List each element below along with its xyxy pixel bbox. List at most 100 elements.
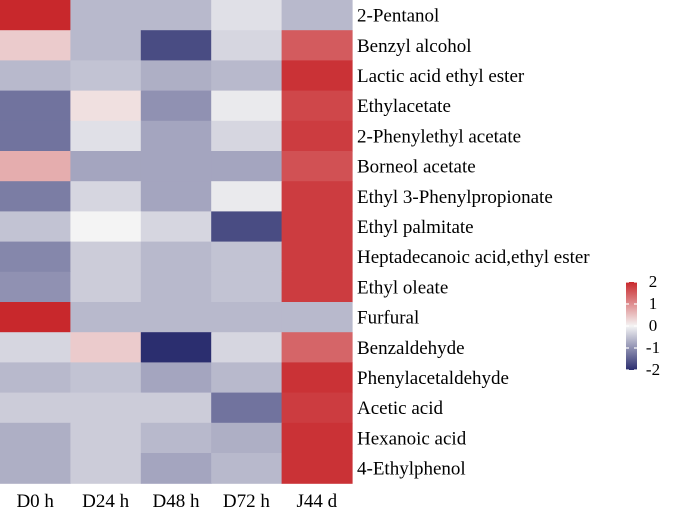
heatmap-cell-hexanoic-acid-d24-h	[70, 422, 142, 454]
heatmap-cell-acetic-acid-d48-h	[140, 392, 212, 424]
heatmap-cell-ethyl-3-phenylpropionate-j44-d	[281, 181, 353, 212]
row-label: Benzyl alcohol	[357, 36, 472, 57]
heatmap-cell-4-ethylphenol-d0-h	[0, 453, 71, 484]
heatmap-cell-2-phenylethyl-acetate-d0-h	[0, 120, 71, 152]
heatmap-cell-ethylacetate-d24-h	[70, 90, 142, 122]
row-label: Borneol acetate	[357, 157, 476, 178]
heatmap-cell-ethylacetate-d0-h	[0, 90, 71, 122]
heatmap-cell-2-phenylethyl-acetate-d72-h	[211, 120, 283, 152]
heatmap-cell-benzyl-alcohol-d72-h	[211, 30, 283, 61]
heatmap-cell-furfural-d0-h	[0, 302, 71, 333]
heatmap-cell-ethyl-palmitate-j44-d	[281, 211, 353, 243]
heatmap-cell-ethylacetate-d48-h	[140, 90, 212, 122]
heatmap-cell-heptadecanoic-acid-ethyl-ester-d24-h	[70, 241, 142, 273]
heatmap-cell-lactic-acid-ethyl-ester-d24-h	[70, 60, 142, 92]
row-label: Hexanoic acid	[357, 428, 467, 449]
column-label: D24 h	[82, 491, 129, 512]
heatmap-cell-furfural-d24-h	[70, 302, 142, 333]
heatmap-cell-2-pentanol-d0-h	[0, 0, 71, 31]
heatmap-cell-acetic-acid-d0-h	[0, 392, 71, 424]
heatmap-cell-hexanoic-acid-d72-h	[211, 422, 283, 454]
heatmap-cell-ethyl-palmitate-d72-h	[211, 211, 283, 243]
heatmap-cell-furfural-j44-d	[281, 302, 353, 333]
heatmap-cell-2-pentanol-d48-h	[140, 0, 212, 31]
row-label: Furfural	[357, 308, 419, 329]
heatmap-cell-ethyl-palmitate-d0-h	[0, 211, 71, 243]
heatmap-cell-phenylacetaldehyde-d24-h	[70, 362, 142, 394]
row-label: Lactic acid ethyl ester	[357, 66, 525, 87]
column-label: D48 h	[153, 491, 200, 512]
heatmap-cell-lactic-acid-ethyl-ester-d48-h	[140, 60, 212, 92]
heatmap-cell-heptadecanoic-acid-ethyl-ester-d48-h	[140, 241, 212, 273]
heatmap-cell-hexanoic-acid-d48-h	[140, 422, 212, 454]
heatmap-cell-ethylacetate-d72-h	[211, 90, 283, 122]
row-label: Ethyl palmitate	[357, 217, 474, 238]
heatmap-cell-acetic-acid-d72-h	[211, 392, 283, 424]
heatmap-cell-2-phenylethyl-acetate-d48-h	[140, 120, 212, 152]
heatmap-cell-lactic-acid-ethyl-ester-d0-h	[0, 60, 71, 92]
column-labels: D0 h D24 h D48 h D72 h J44 d	[16, 491, 337, 512]
heatmap-cell-benzyl-alcohol-d0-h	[0, 30, 71, 61]
heatmap-cell-benzaldehyde-d72-h	[211, 332, 283, 363]
heatmap-cell-phenylacetaldehyde-d48-h	[140, 362, 212, 394]
color-scale-tick-label: -2	[646, 360, 660, 379]
row-label: 2-Phenylethyl acetate	[357, 126, 521, 147]
heatmap-cell-heptadecanoic-acid-ethyl-ester-d0-h	[0, 241, 71, 273]
row-label: Benzaldehyde	[357, 338, 465, 359]
heatmap-cell-acetic-acid-j44-d	[281, 392, 353, 424]
heatmap-cell-heptadecanoic-acid-ethyl-ester-j44-d	[281, 241, 353, 273]
color-scale-legend: 2 1 0 -1 -2	[626, 272, 660, 379]
heatmap-cell-furfural-d72-h	[211, 302, 283, 333]
heatmap-cell-2-pentanol-d24-h	[70, 0, 142, 31]
color-scale-bar	[626, 282, 637, 370]
heatmap-cell-benzaldehyde-d48-h	[140, 332, 212, 363]
heatmap-cell-acetic-acid-d24-h	[70, 392, 142, 424]
heatmap-cell-benzaldehyde-j44-d	[281, 332, 353, 363]
heatmap-cell-phenylacetaldehyde-j44-d	[281, 362, 353, 394]
row-label: Ethyl oleate	[357, 277, 448, 298]
column-label: J44 d	[296, 491, 337, 512]
column-label: D72 h	[223, 491, 270, 512]
heatmap-cell-ethyl-3-phenylpropionate-d24-h	[70, 181, 142, 212]
heatmap-cell-furfural-d48-h	[140, 302, 212, 333]
row-label: Acetic acid	[357, 398, 443, 419]
heatmap-cell-borneol-acetate-d0-h	[0, 151, 71, 182]
column-label: D0 h	[16, 491, 54, 512]
heatmap-cell-benzyl-alcohol-j44-d	[281, 30, 353, 61]
heatmap-cell-borneol-acetate-d72-h	[211, 151, 283, 182]
heatmap-cell-ethylacetate-j44-d	[281, 90, 353, 122]
heatmap-cell-borneol-acetate-d24-h	[70, 151, 142, 182]
color-scale-tick-label: 0	[649, 316, 658, 335]
color-scale-tick-label: 1	[649, 294, 658, 313]
heatmap-cell-2-pentanol-j44-d	[281, 0, 353, 31]
row-label: Heptadecanoic acid,ethyl ester	[357, 247, 590, 268]
heatmap-cell-phenylacetaldehyde-d72-h	[211, 362, 283, 394]
row-label: Phenylacetaldehyde	[357, 368, 509, 389]
heatmap-cell-benzaldehyde-d0-h	[0, 332, 71, 363]
heatmap-cell-ethyl-oleate-d0-h	[0, 271, 71, 303]
heatmap-cell-benzaldehyde-d24-h	[70, 332, 142, 363]
heatmap-cell-ethyl-oleate-j44-d	[281, 271, 353, 303]
heatmap-cell-hexanoic-acid-j44-d	[281, 422, 353, 454]
heatmap-cell-hexanoic-acid-d0-h	[0, 422, 71, 454]
heatmap-cell-4-ethylphenol-d72-h	[211, 453, 283, 484]
heatmap-cell-ethyl-3-phenylpropionate-d0-h	[0, 181, 71, 212]
heatmap-cell-heptadecanoic-acid-ethyl-ester-d72-h	[211, 241, 283, 273]
heatmap-cell-benzyl-alcohol-d24-h	[70, 30, 142, 61]
heatmap-cell-ethyl-palmitate-d24-h	[70, 211, 142, 243]
heatmap-cell-benzyl-alcohol-d48-h	[140, 30, 212, 61]
heatmap-cell-2-phenylethyl-acetate-d24-h	[70, 120, 142, 152]
heatmap-cell-ethyl-palmitate-d48-h	[140, 211, 212, 243]
heatmap-cell-ethyl-oleate-d48-h	[140, 271, 212, 303]
heatmap-cell-4-ethylphenol-j44-d	[281, 453, 353, 484]
heatmap-cell-ethyl-oleate-d72-h	[211, 271, 283, 303]
heatmap-cell-2-pentanol-d72-h	[211, 0, 283, 31]
color-scale-tick-label: -1	[646, 338, 660, 357]
heatmap-cells	[0, 0, 353, 484]
heatmap-cell-borneol-acetate-j44-d	[281, 151, 353, 182]
heatmap-cell-ethyl-3-phenylpropionate-d48-h	[140, 181, 212, 212]
color-scale-tick-label: 2	[649, 272, 658, 291]
heatmap-cell-lactic-acid-ethyl-ester-d72-h	[211, 60, 283, 92]
heatmap-cell-2-phenylethyl-acetate-j44-d	[281, 120, 353, 152]
row-labels: 2-Pentanol Benzyl alcohol Lactic acid ethy…	[357, 6, 590, 480]
